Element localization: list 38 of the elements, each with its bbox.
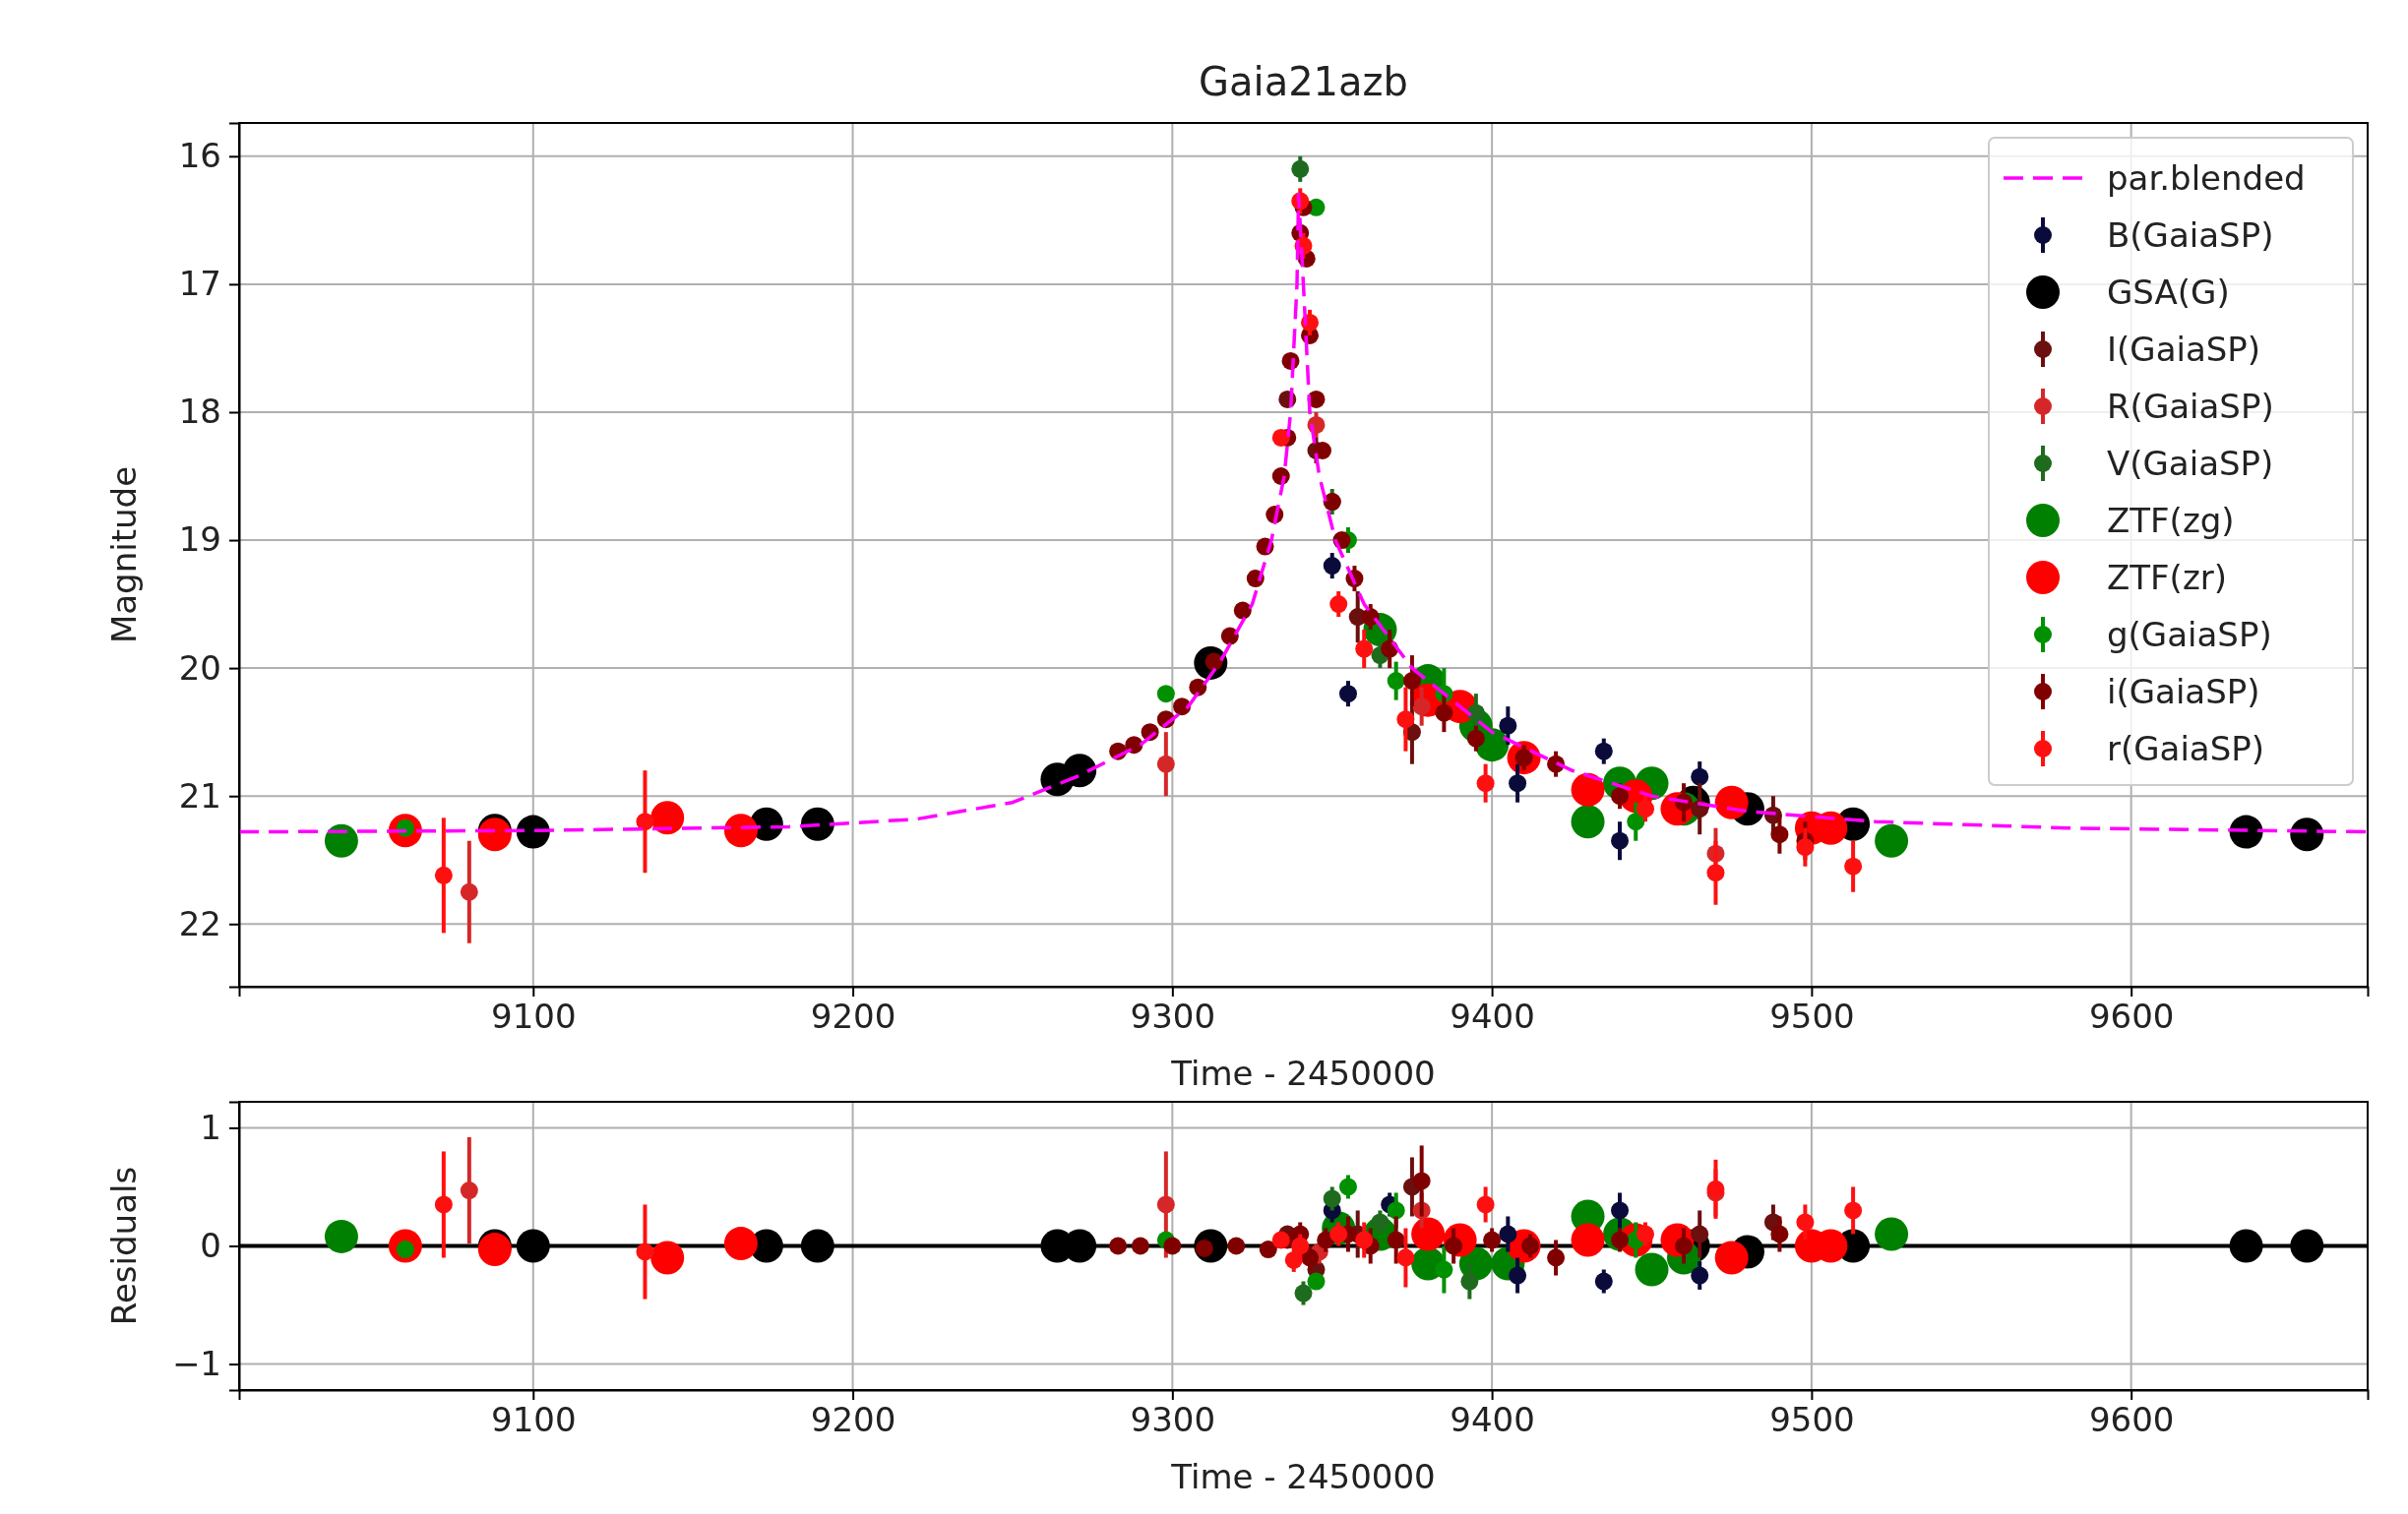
chart-title: Gaia21azb (1199, 59, 1408, 104)
x-tick-label: 9200 (810, 997, 896, 1037)
x-tick-label: 9500 (1769, 997, 1855, 1037)
y-tick-label: 1 (200, 1107, 221, 1147)
x-tick-label: 9400 (1450, 1400, 1535, 1440)
y-tick-label: 21 (178, 775, 221, 816)
x-tick-label: 9200 (810, 1400, 896, 1440)
y-tick-label: 22 (178, 903, 221, 943)
x-tick-label: 9500 (1769, 1400, 1855, 1440)
legend-label: R(GaiaSP) (2107, 386, 2274, 426)
legend-label: par.blended (2107, 157, 2306, 198)
x-tick-label: 9100 (491, 1400, 577, 1440)
legend-label: B(GaiaSP) (2107, 214, 2274, 255)
legend-label: ZTF(zr) (2107, 557, 2227, 597)
legend-label: i(GaiaSP) (2107, 671, 2260, 711)
y-tick-label: 16 (178, 136, 221, 176)
y-tick-label: 0 (200, 1225, 221, 1265)
x-tick-label: 9300 (1130, 1400, 1216, 1440)
legend-label: GSA(G) (2107, 272, 2230, 312)
legend-label: I(GaiaSP) (2107, 329, 2261, 369)
y-axis-title: Residuals (104, 1166, 144, 1326)
y-tick-label: 18 (178, 392, 221, 432)
x-tick-label: 9400 (1450, 997, 1535, 1037)
legend-label: ZTF(zg) (2107, 500, 2235, 540)
y-tick-label: 20 (178, 647, 221, 688)
x-axis-title: Time - 2450000 (1170, 1054, 1436, 1093)
x-tick-label: 9600 (2088, 1400, 2175, 1440)
y-tick-label: −1 (171, 1343, 221, 1383)
x-tick-label: 9100 (491, 997, 577, 1037)
y-axis-title: Magnitude (104, 465, 144, 644)
legend-label: r(GaiaSP) (2107, 728, 2265, 768)
y-tick-label: 19 (178, 519, 221, 560)
x-tick-label: 9600 (2088, 997, 2175, 1037)
legend-label: g(GaiaSP) (2107, 614, 2272, 654)
legend-label: V(GaiaSP) (2107, 443, 2274, 483)
y-tick-label: 17 (178, 264, 221, 304)
x-axis-title: Time - 2450000 (1170, 1457, 1436, 1496)
x-tick-label: 9300 (1130, 997, 1216, 1037)
